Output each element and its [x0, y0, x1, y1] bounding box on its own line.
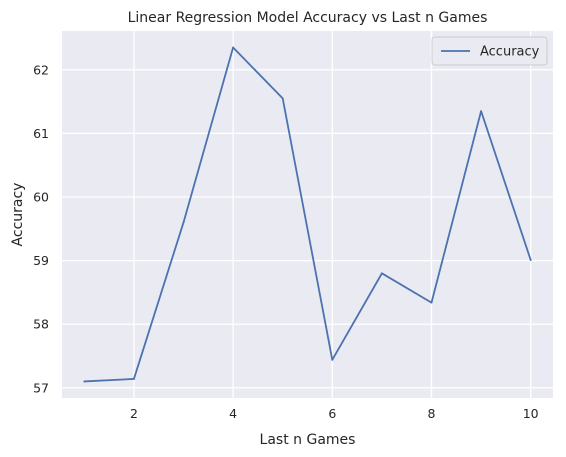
legend-label-accuracy: Accuracy	[480, 45, 540, 60]
chart-title: Linear Regression Model Accuracy vs Last…	[128, 10, 488, 26]
y-tick-label: 61	[33, 126, 49, 141]
data-point	[232, 46, 235, 49]
series-layer	[83, 46, 532, 383]
y-tick-label: 62	[33, 62, 49, 77]
x-axis-label: Last n Games	[260, 432, 356, 448]
y-axis-label: Accuracy	[10, 183, 26, 247]
y-tick-label: 58	[33, 317, 49, 332]
tick-labels: 2 4 6 8 10 57 58 59 60 61 62	[33, 62, 539, 421]
data-point	[133, 378, 135, 380]
data-point	[182, 221, 185, 224]
plot-area	[62, 31, 553, 398]
y-tick-label: 57	[33, 380, 49, 395]
x-tick-label: 6	[328, 406, 336, 421]
legend-box	[431, 36, 548, 66]
data-point	[83, 380, 86, 383]
data-point	[380, 272, 383, 275]
data-point	[281, 97, 284, 100]
series-line-accuracy	[83, 46, 532, 383]
x-tick-label: 8	[428, 406, 436, 421]
data-point	[529, 259, 532, 261]
y-tick-label: 59	[33, 253, 49, 268]
x-tick-label: 2	[130, 406, 138, 421]
legend: Accuracy	[431, 36, 548, 66]
data-point	[331, 358, 334, 361]
data-point	[480, 110, 482, 113]
x-tick-label: 4	[229, 406, 237, 421]
grid-lines	[62, 31, 553, 398]
x-tick-label: 10	[523, 406, 539, 421]
data-point	[430, 301, 433, 304]
y-tick-label: 60	[33, 190, 49, 205]
